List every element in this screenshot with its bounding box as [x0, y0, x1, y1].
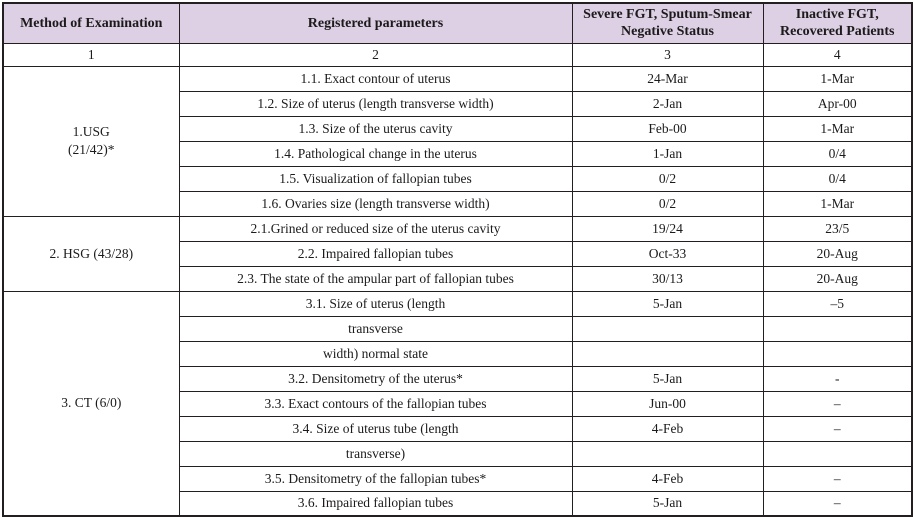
inactive-value-cell: – — [762, 465, 913, 492]
param-cell: 3.5. Densitometry of the fallopian tubes… — [178, 465, 573, 492]
method-usg-line1: 1.USG — [72, 124, 110, 140]
inactive-value-cell: 1-Mar — [762, 115, 913, 142]
column-index-row: 1 2 3 4 — [2, 42, 913, 67]
inactive-value-cell: 0/4 — [762, 140, 913, 167]
param-cell: width) normal state — [178, 340, 573, 367]
table-row: 1.5. Visualization of fallopian tubes 0/… — [3, 165, 913, 192]
inactive-value-cell — [762, 440, 913, 467]
severe-value-cell: 5-Jan — [571, 490, 764, 517]
table-row: 3.3. Exact contours of the fallopian tub… — [3, 390, 913, 417]
table-row: 3.6. Impaired fallopian tubes 5-Jan – — [3, 490, 913, 517]
severe-value-cell — [571, 340, 764, 367]
severe-value-cell: Feb-00 — [571, 115, 764, 142]
param-cell: 1.4. Pathological change in the uterus — [178, 140, 573, 167]
table-row: 3.5. Densitometry of the fallopian tubes… — [3, 465, 913, 492]
method-cell-usg: 1.USG (21/42)* — [2, 65, 180, 217]
param-cell: 1.6. Ovaries size (length transverse wid… — [178, 190, 573, 217]
column-index-3: 3 — [571, 42, 764, 67]
table-row: 2.2. Impaired fallopian tubes Oct-33 20-… — [3, 240, 913, 267]
header-inactive-fgt: Inactive FGT, Recovered Patients — [762, 2, 913, 44]
header-row: Method of Examination Registered paramet… — [2, 2, 913, 44]
severe-value-cell: 0/2 — [571, 190, 764, 217]
param-cell: 1.3. Size of the uterus cavity — [178, 115, 573, 142]
header-inactive-fgt-line1: Inactive FGT, — [795, 6, 879, 22]
param-cell: 1.5. Visualization of fallopian tubes — [178, 165, 573, 192]
inactive-value-cell — [762, 340, 913, 367]
method-cell-ct: 3. CT (6/0) — [2, 290, 180, 517]
table-row: 1.3. Size of the uterus cavity Feb-00 1-… — [3, 115, 913, 142]
table-row: 1.2. Size of uterus (length transverse w… — [3, 90, 913, 117]
inactive-value-cell: – — [762, 415, 913, 442]
param-cell: 2.3. The state of the ampular part of fa… — [178, 265, 573, 292]
inactive-value-cell: Apr-00 — [762, 90, 913, 117]
inactive-value-cell: 20-Aug — [762, 265, 913, 292]
header-severe-fgt-line1: Severe FGT, Sputum-Smear — [583, 6, 752, 22]
inactive-value-cell: – — [762, 390, 913, 417]
severe-value-cell: 5-Jan — [571, 365, 764, 392]
table-row: 3.2. Densitometry of the uterus* 5-Jan - — [3, 365, 913, 392]
inactive-value-cell: - — [762, 365, 913, 392]
table-row: 1.6. Ovaries size (length transverse wid… — [3, 190, 913, 217]
table-row: 1.USG (21/42)* 1.1. Exact contour of ute… — [2, 65, 913, 217]
header-severe-fgt: Severe FGT, Sputum-Smear Negative Status — [571, 2, 764, 44]
severe-value-cell: 4-Feb — [571, 465, 764, 492]
param-cell: 3.6. Impaired fallopian tubes — [178, 490, 573, 517]
method-ct-line1: 3. CT (6/0) — [61, 395, 122, 411]
table-row: 1.4. Pathological change in the uterus 1… — [3, 140, 913, 167]
inactive-value-cell: 1-Mar — [762, 190, 913, 217]
column-index-1: 1 — [2, 42, 180, 67]
table-row: 3. CT (6/0) 3.1. Size of uterus (length … — [2, 290, 913, 517]
param-cell: 2.1.Grined or reduced size of the uterus… — [178, 215, 573, 242]
severe-value-cell: 4-Feb — [571, 415, 764, 442]
table-row: width) normal state — [3, 340, 913, 367]
inactive-value-cell: 23/5 — [762, 215, 913, 242]
param-cell: 3.2. Densitometry of the uterus* — [178, 365, 573, 392]
table-row: 3.4. Size of uterus tube (length 4-Feb – — [3, 415, 913, 442]
method-cell-hsg: 2. HSG (43/28) — [2, 215, 180, 292]
inactive-value-cell: 1-Mar — [762, 65, 913, 92]
column-index-4: 4 — [762, 42, 913, 67]
inactive-value-cell: 0/4 — [762, 165, 913, 192]
severe-value-cell: 19/24 — [571, 215, 764, 242]
method-usg-line2: (21/42)* — [68, 142, 115, 157]
header-severe-fgt-line2: Negative Status — [621, 24, 714, 40]
param-cell: transverse) — [178, 440, 573, 467]
severe-value-cell — [571, 315, 764, 342]
table-row: transverse) — [3, 440, 913, 467]
severe-value-cell: 2-Jan — [571, 90, 764, 117]
header-inactive-fgt-line2: Recovered Patients — [780, 24, 895, 40]
method-hsg-line1: 2. HSG (43/28) — [49, 245, 134, 261]
param-cell: 3.4. Size of uterus tube (length — [178, 415, 573, 442]
param-cell: 2.2. Impaired fallopian tubes — [178, 240, 573, 267]
table-row: 2.3. The state of the ampular part of fa… — [3, 265, 913, 292]
param-cell: 3.1. Size of uterus (length — [178, 290, 573, 317]
severe-value-cell: 24-Mar — [571, 65, 764, 92]
column-index-2: 2 — [178, 42, 573, 67]
severe-value-cell: Jun-00 — [571, 390, 764, 417]
table-row: transverse — [3, 315, 913, 342]
param-cell: 3.3. Exact contours of the fallopian tub… — [178, 390, 573, 417]
severe-value-cell — [571, 440, 764, 467]
severe-value-cell: 0/2 — [571, 165, 764, 192]
inactive-value-cell: –5 — [762, 290, 913, 317]
inactive-value-cell: 20-Aug — [762, 240, 913, 267]
severe-value-cell: 30/13 — [571, 265, 764, 292]
inactive-value-cell: – — [762, 490, 913, 517]
param-cell: 1.1. Exact contour of uterus — [178, 65, 573, 92]
header-registered-parameters: Registered parameters — [178, 2, 573, 44]
param-cell: 1.2. Size of uterus (length transverse w… — [178, 90, 573, 117]
table-row: 2. HSG (43/28) 2.1.Grined or reduced siz… — [2, 215, 913, 292]
header-method-of-examination: Method of Examination — [2, 2, 180, 44]
inactive-value-cell — [762, 315, 913, 342]
severe-value-cell: 5-Jan — [571, 290, 764, 317]
severe-value-cell: 1-Jan — [571, 140, 764, 167]
param-cell: transverse — [178, 315, 573, 342]
severe-value-cell: Oct-33 — [571, 240, 764, 267]
